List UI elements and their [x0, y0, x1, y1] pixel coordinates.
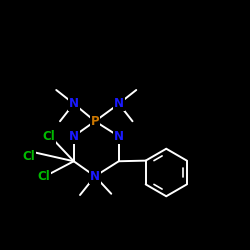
Text: P: P [91, 115, 99, 128]
Text: N: N [114, 97, 124, 110]
Text: Cl: Cl [42, 130, 55, 143]
Text: N: N [90, 170, 100, 183]
Text: N: N [69, 97, 79, 110]
Text: Cl: Cl [22, 150, 35, 163]
Text: N: N [69, 130, 79, 143]
Text: N: N [114, 130, 124, 143]
Text: Cl: Cl [38, 170, 50, 183]
